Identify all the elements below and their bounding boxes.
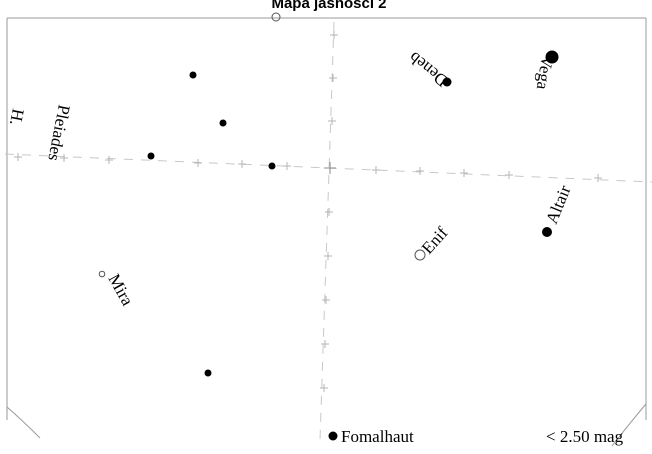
map-frame — [6, 17, 647, 447]
hollow-star-top — [271, 12, 281, 22]
star-unlabeled-1 — [189, 71, 197, 79]
star-vega — [545, 50, 559, 64]
star-deneb — [442, 77, 452, 87]
label-deneb: Deneb — [405, 48, 451, 91]
label-mira: Mira — [105, 271, 138, 310]
star-unlabeled-3 — [147, 152, 155, 160]
star-unlabeled-2 — [219, 119, 227, 127]
label-fomalhaut: Fomalhaut — [341, 427, 414, 446]
star-labels: Vega Deneb Pleiades H. Altair Enif Mira … — [6, 48, 575, 446]
star-fomalhaut — [328, 431, 338, 441]
star-altair — [542, 227, 552, 237]
label-pleiades: Pleiades — [44, 103, 73, 162]
label-altair: Altair — [542, 182, 575, 226]
stars — [98, 12, 559, 441]
map-title: Mapa jasności 2 — [271, 0, 386, 12]
coordinate-grid — [4, 21, 652, 441]
star-unlabeled-4 — [268, 162, 276, 170]
grid-tick-marks — [14, 31, 602, 392]
star-enif — [414, 249, 426, 261]
label-vega: Vega — [533, 54, 557, 91]
label-enif: Enif — [418, 223, 452, 258]
star-unlabeled-5 — [204, 369, 212, 377]
star-mira — [98, 270, 106, 278]
label-h-partial: H. — [6, 107, 28, 127]
magnitude-limit-label: < 2.50 mag — [546, 427, 624, 446]
